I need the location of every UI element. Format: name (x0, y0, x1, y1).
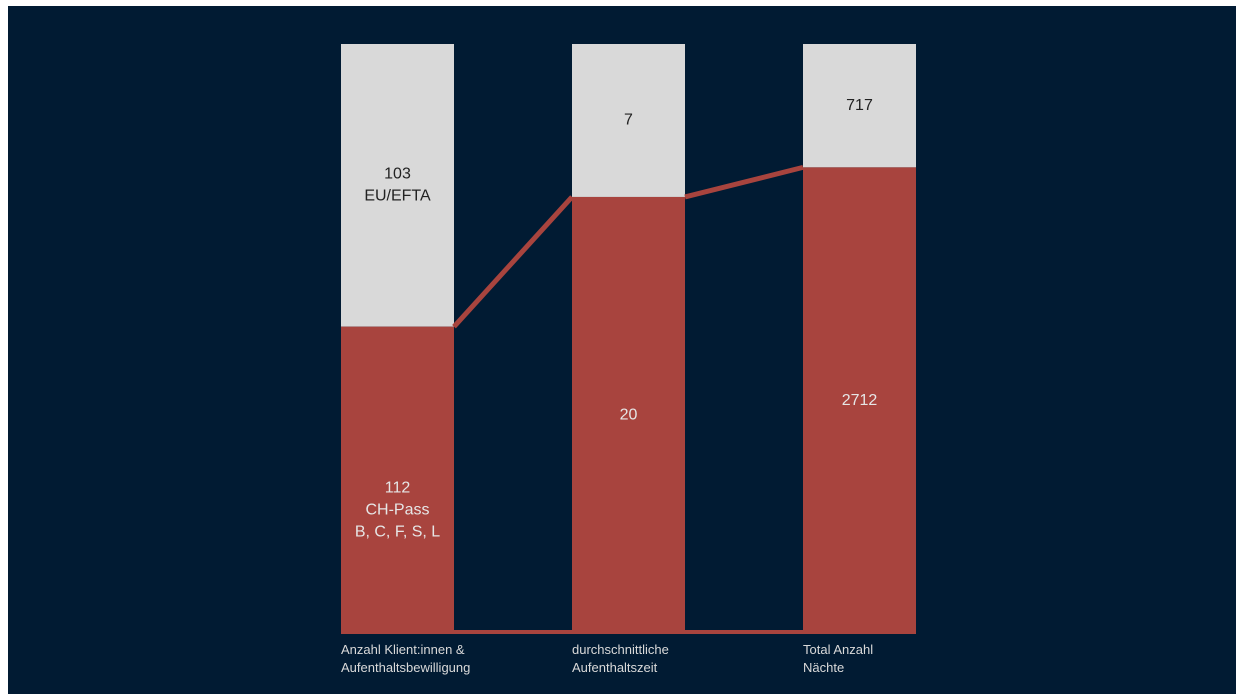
bar-top-segment (803, 44, 916, 168)
category-label: Nächte (803, 660, 844, 675)
segment-label-top: EU/EFTA (364, 188, 431, 205)
bar-bottom-segment (572, 196, 685, 635)
bar-top-segment (572, 44, 685, 197)
stacked-bar-chart: 103 EU/EFTA 112 CH-Pass B, C, F, S, L Anzahl … (341, 44, 916, 675)
bar-top-segment (341, 44, 454, 327)
segment-label-bottom: 2712 (842, 392, 878, 409)
segment-label-bottom: 112 (385, 480, 411, 497)
category-label: Anzahl Klient:innen & (341, 642, 465, 657)
connector-line (684, 164, 804, 200)
segment-label-bottom: 20 (620, 407, 638, 424)
segment-label-bottom: B, C, F, S, L (355, 524, 440, 541)
category-label: Total Anzahl (803, 642, 873, 657)
category-label: durchschnittliche (572, 642, 669, 657)
chart-canvas: 103 EU/EFTA 112 CH-Pass B, C, F, S, L Anzahl … (8, 6, 1236, 694)
connector-line (452, 195, 574, 329)
segment-label-bottom: CH-Pass (365, 502, 429, 519)
category-label: Aufenthaltszeit (572, 660, 658, 675)
category-label: Aufenthaltsbewilligung (341, 660, 470, 675)
segment-label-top: 717 (846, 97, 873, 114)
bar-bottom-segment (803, 167, 916, 634)
segment-label-top: 103 (384, 166, 411, 183)
segment-label-top: 7 (624, 112, 633, 129)
bar-bottom-segment (341, 326, 454, 634)
